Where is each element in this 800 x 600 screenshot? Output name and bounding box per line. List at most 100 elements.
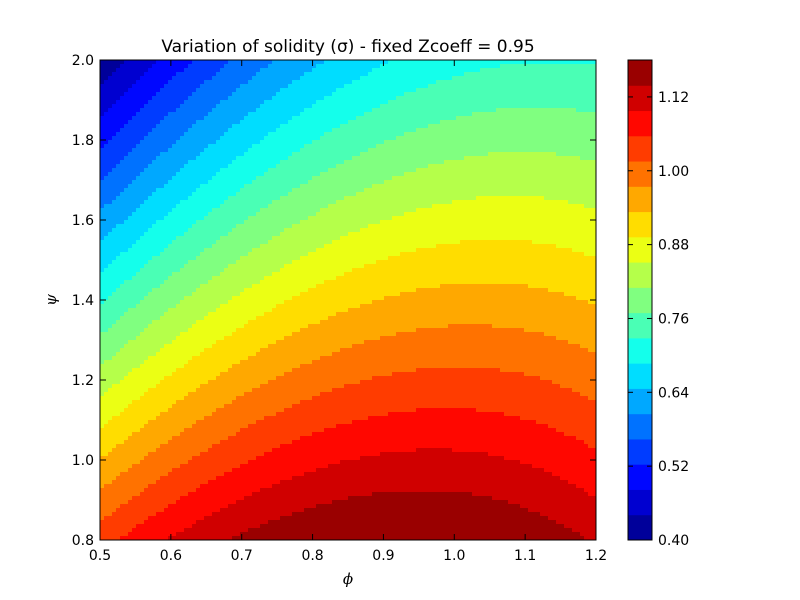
contour-cell (480, 216, 485, 221)
contour-cell (408, 204, 413, 209)
contour-cell (272, 172, 277, 177)
contour-cell (100, 148, 105, 153)
contour-cell (476, 132, 481, 137)
contour-cell (532, 172, 537, 177)
contour-cell (304, 92, 309, 97)
contour-cell (416, 120, 421, 125)
contour-cell (516, 176, 521, 181)
contour-cell (252, 68, 257, 73)
contour-cell (556, 116, 561, 121)
contour-cell (472, 132, 477, 137)
contour-cell (148, 128, 153, 133)
contour-cell (176, 132, 181, 137)
contour-cell (552, 192, 557, 197)
contour-cell (348, 196, 353, 201)
contour-cell (432, 116, 437, 121)
contour-cell (236, 76, 241, 81)
contour-cell (228, 72, 233, 77)
contour-cell (488, 96, 493, 101)
contour-cell (100, 188, 105, 193)
contour-cell (444, 176, 449, 181)
contour-cell (436, 164, 441, 169)
contour-cell (216, 120, 221, 125)
contour-cell (356, 128, 361, 133)
contour-cell (396, 76, 401, 81)
contour-cell (260, 92, 265, 97)
contour-cell (120, 208, 125, 213)
contour-cell (396, 100, 401, 105)
contour-cell (152, 100, 157, 105)
contour-cell (256, 144, 261, 149)
contour-cell (344, 200, 349, 205)
contour-cell (112, 188, 117, 193)
contour-cell (308, 144, 313, 149)
contour-cell (572, 188, 577, 193)
contour-cell (124, 124, 129, 129)
contour-cell (480, 88, 485, 93)
contour-cell (328, 196, 333, 201)
contour-cell (324, 132, 329, 137)
contour-cell (444, 80, 449, 85)
contour-cell (116, 80, 121, 85)
contour-cell (264, 104, 269, 109)
contour-cell (408, 208, 413, 213)
contour-cell (204, 220, 209, 225)
contour-cell (176, 64, 181, 69)
contour-cell (224, 216, 229, 221)
contour-cell (128, 76, 133, 81)
contour-cell (400, 152, 405, 157)
contour-cell (532, 120, 537, 125)
contour-cell (484, 180, 489, 185)
contour-cell (236, 136, 241, 141)
contour-cell (440, 84, 445, 89)
contour-cell (196, 136, 201, 141)
contour-cell (328, 156, 333, 161)
contour-cell (184, 164, 189, 169)
contour-cell (296, 88, 301, 93)
contour-cell (432, 76, 437, 81)
contour-cell (484, 156, 489, 161)
contour-cell (308, 100, 313, 105)
contour-cell (460, 80, 465, 85)
contour-cell (380, 176, 385, 181)
contour-cell (188, 156, 193, 161)
contour-cell (248, 124, 253, 129)
contour-cell (328, 212, 333, 217)
contour-cell (392, 152, 397, 157)
contour-cell (124, 172, 129, 177)
contour-cell (128, 92, 133, 97)
contour-cell (336, 80, 341, 85)
contour-cell (520, 152, 525, 157)
contour-cell (572, 200, 577, 205)
contour-cell (352, 212, 357, 217)
contour-cell (352, 92, 357, 97)
contour-cell (504, 204, 509, 209)
contour-cell (436, 132, 441, 137)
contour-cell (436, 60, 441, 65)
contour-cell (436, 176, 441, 181)
contour-cell (160, 64, 165, 69)
contour-cell (176, 148, 181, 153)
contour-cell (548, 132, 553, 137)
contour-cell (476, 140, 481, 145)
contour-cell (320, 140, 325, 145)
contour-cell (196, 116, 201, 121)
contour-cell (508, 164, 513, 169)
contour-cell (340, 160, 345, 165)
contour-cell (276, 164, 281, 169)
contour-cell (216, 80, 221, 85)
contour-cell (268, 188, 273, 193)
contour-cell (252, 204, 257, 209)
contour-cell (132, 132, 137, 137)
contour-cell (404, 128, 409, 133)
contour-cell (316, 60, 321, 65)
contour-cell (244, 136, 249, 141)
contour-cell (532, 116, 537, 121)
contour-cell (140, 72, 145, 77)
contour-cell (120, 80, 125, 85)
contour-cell (504, 108, 509, 113)
contour-cell (272, 104, 277, 109)
contour-cell (204, 144, 209, 149)
contour-cell (548, 160, 553, 165)
contour-cell (204, 204, 209, 209)
